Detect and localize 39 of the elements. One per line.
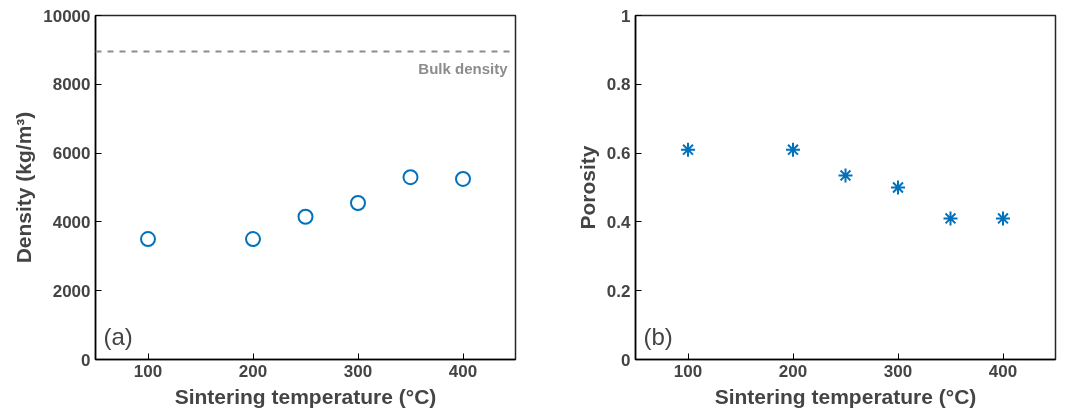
point — [297, 208, 314, 225]
point — [680, 141, 696, 158]
y-tick-label: 0.2 — [606, 281, 631, 301]
point — [942, 210, 959, 227]
point — [455, 170, 471, 187]
y-tick-label: 0.6 — [606, 144, 631, 164]
y-tick-label: 10000 — [43, 6, 91, 26]
x-tick-label: 400 — [988, 361, 1018, 381]
y-tick-label: 1 — [621, 6, 631, 26]
point — [350, 194, 366, 211]
x-tick-label: 200 — [238, 361, 268, 381]
x-axis-title: Sintering temperature (°C) — [714, 384, 977, 408]
y-tick-label: 0.8 — [606, 75, 631, 95]
y-tick-label: 0 — [621, 350, 631, 370]
point — [837, 167, 854, 184]
y-axis-title: Porosity — [575, 145, 599, 230]
point — [785, 141, 801, 158]
x-tick-label: 400 — [448, 361, 478, 381]
y-tick-label: 6000 — [52, 144, 91, 164]
point — [245, 231, 261, 248]
x-axis-title: Sintering temperature (°C) — [174, 384, 437, 408]
y-axis-title: Density (kg/m³) — [12, 111, 36, 264]
x-tick-label: 100 — [133, 361, 163, 381]
x-tick-label: 200 — [778, 361, 808, 381]
ref-line-label: Bulk density — [418, 59, 509, 77]
annotation: (a) — [103, 322, 133, 350]
x-tick-label: 300 — [883, 361, 913, 381]
point — [402, 169, 419, 186]
y-tick-label: 4000 — [52, 212, 91, 232]
y-tick-label: 8000 — [52, 75, 91, 95]
x-tick-label: 100 — [673, 361, 703, 381]
point — [890, 179, 906, 196]
x-tick-label: 300 — [343, 361, 373, 381]
annotation: (b) — [643, 322, 673, 350]
y-tick-label: 0 — [81, 350, 91, 370]
y-tick-label: 0.4 — [606, 212, 632, 232]
point — [995, 210, 1011, 227]
point — [140, 231, 156, 248]
y-tick-label: 2000 — [52, 281, 91, 301]
